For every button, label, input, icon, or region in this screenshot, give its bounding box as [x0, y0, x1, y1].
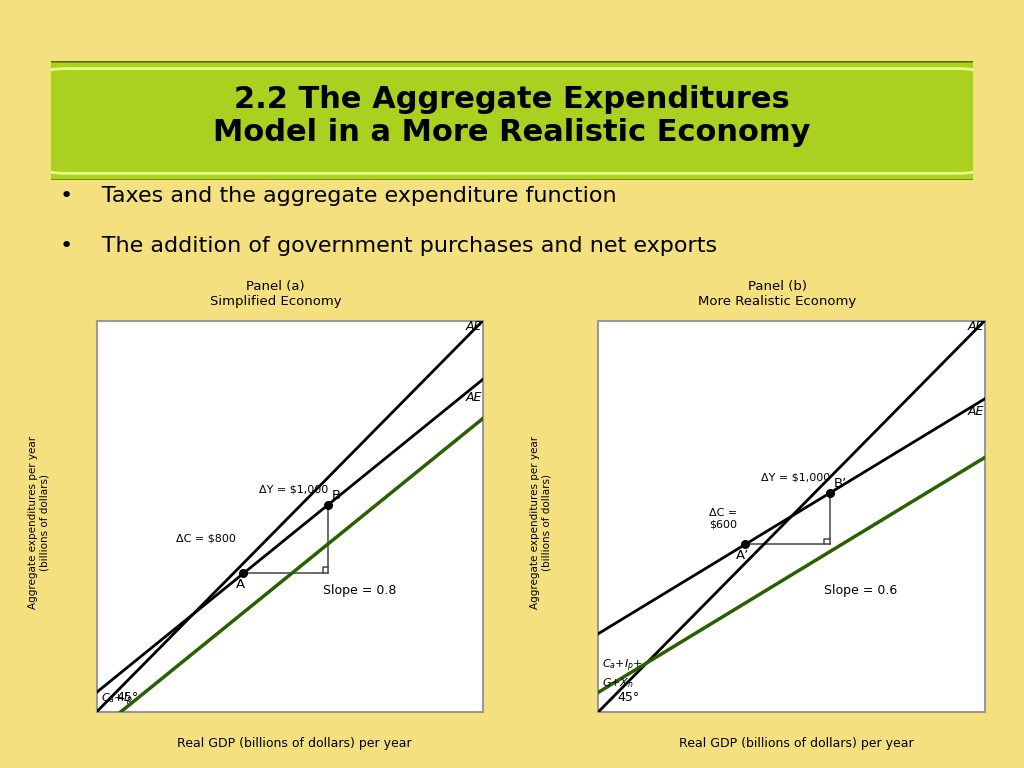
Text: 2.2 The Aggregate Expenditures
Model in a More Realistic Economy: 2.2 The Aggregate Expenditures Model in …: [213, 85, 811, 147]
Text: A’: A’: [735, 549, 749, 562]
Text: •    The addition of government purchases and net exports: • The addition of government purchases a…: [59, 236, 717, 256]
Text: B: B: [332, 488, 341, 502]
Text: ΔY = $1,000: ΔY = $1,000: [761, 473, 830, 483]
Text: Slope = 0.6: Slope = 0.6: [824, 584, 898, 598]
Text: Slope = 0.8: Slope = 0.8: [323, 584, 396, 598]
Text: •    Taxes and the aggregate expenditure function: • Taxes and the aggregate expenditure fu…: [59, 186, 616, 206]
Text: Aggregate expenditures per year
(billions of dollars): Aggregate expenditures per year (billion…: [29, 435, 50, 609]
Text: Real GDP (billions of dollars) per year: Real GDP (billions of dollars) per year: [177, 737, 412, 750]
Text: $C_a$+$I_p$: $C_a$+$I_p$: [100, 691, 132, 708]
Text: ΔC = $800: ΔC = $800: [176, 534, 236, 544]
Text: AE: AE: [466, 391, 482, 404]
FancyBboxPatch shape: [9, 59, 1015, 183]
Text: AE: AE: [466, 320, 482, 333]
Text: A: A: [236, 578, 245, 591]
Text: ΔC =
$600: ΔC = $600: [710, 508, 737, 529]
Text: ΔY = $1,000: ΔY = $1,000: [259, 485, 329, 495]
Text: Real GDP (billions of dollars) per year: Real GDP (billions of dollars) per year: [679, 737, 913, 750]
Text: Panel (b)
More Realistic Economy: Panel (b) More Realistic Economy: [698, 280, 856, 308]
Text: Aggregate expenditures per year
(billions of dollars): Aggregate expenditures per year (billion…: [530, 435, 552, 609]
Text: 45°: 45°: [617, 691, 640, 704]
Text: AE: AE: [968, 320, 984, 333]
Text: B’: B’: [834, 477, 847, 490]
Text: AE: AE: [968, 406, 984, 419]
Text: 45°: 45°: [116, 691, 138, 704]
Text: Panel (a)
Simplified Economy: Panel (a) Simplified Economy: [210, 280, 341, 308]
Text: $C_a$+$I_p$+
$G$+$X_n$: $C_a$+$I_p$+ $G$+$X_n$: [602, 657, 643, 690]
